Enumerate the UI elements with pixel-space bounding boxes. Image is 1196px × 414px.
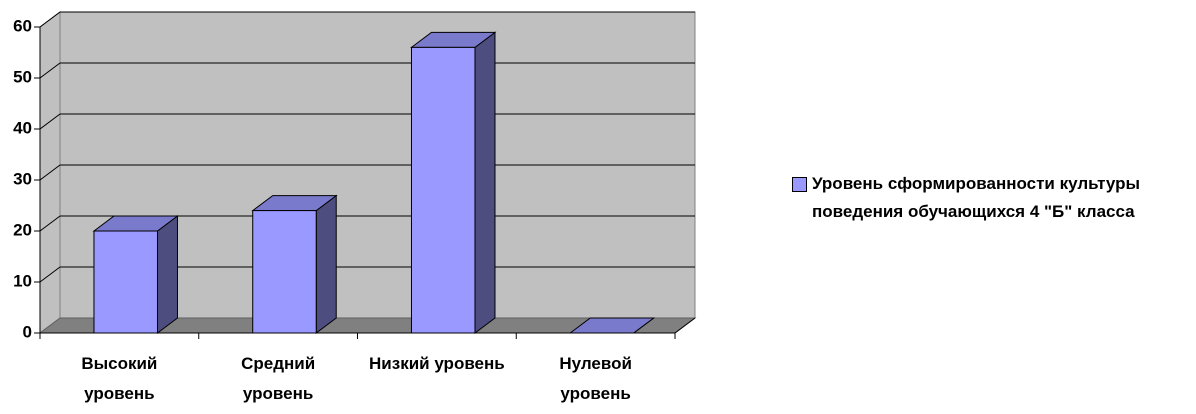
x-tick-label: Нулевой уровень bbox=[559, 354, 632, 403]
x-tick-label: Средний уровень bbox=[241, 354, 316, 403]
bar-front bbox=[93, 230, 158, 334]
bar bbox=[409, 31, 497, 334]
bar-side bbox=[474, 31, 496, 334]
y-tick-label: 30 bbox=[13, 169, 32, 188]
legend-swatch bbox=[792, 177, 807, 192]
bar-side bbox=[156, 215, 178, 334]
y-tick-label: 60 bbox=[13, 16, 32, 35]
legend: Уровень сформированности культуры поведе… bbox=[792, 170, 1172, 226]
y-tick-label: 0 bbox=[23, 322, 32, 341]
bar-top bbox=[568, 317, 656, 334]
bar-front bbox=[252, 210, 317, 334]
bar-side bbox=[315, 194, 337, 334]
x-axis-depth bbox=[674, 317, 696, 334]
grid-line bbox=[39, 62, 61, 79]
y-tick-label: 20 bbox=[13, 220, 32, 239]
legend-label: Уровень сформированности культуры поведе… bbox=[812, 174, 1140, 221]
y-tick-label: 40 bbox=[13, 118, 32, 137]
x-tick-label: Высокий уровень bbox=[81, 354, 158, 403]
x-tick-label: Низкий уровень bbox=[369, 354, 505, 373]
grid-line bbox=[39, 11, 61, 28]
y-tick-label: 50 bbox=[13, 67, 32, 86]
y-tick-label: 10 bbox=[13, 271, 32, 290]
grid-line bbox=[39, 164, 61, 181]
bar bbox=[568, 317, 656, 334]
grid-line bbox=[39, 113, 61, 130]
bar bbox=[251, 194, 338, 334]
bar-front bbox=[410, 46, 476, 334]
grid-line bbox=[39, 266, 61, 283]
bar bbox=[92, 215, 179, 334]
grid-line bbox=[39, 215, 61, 232]
